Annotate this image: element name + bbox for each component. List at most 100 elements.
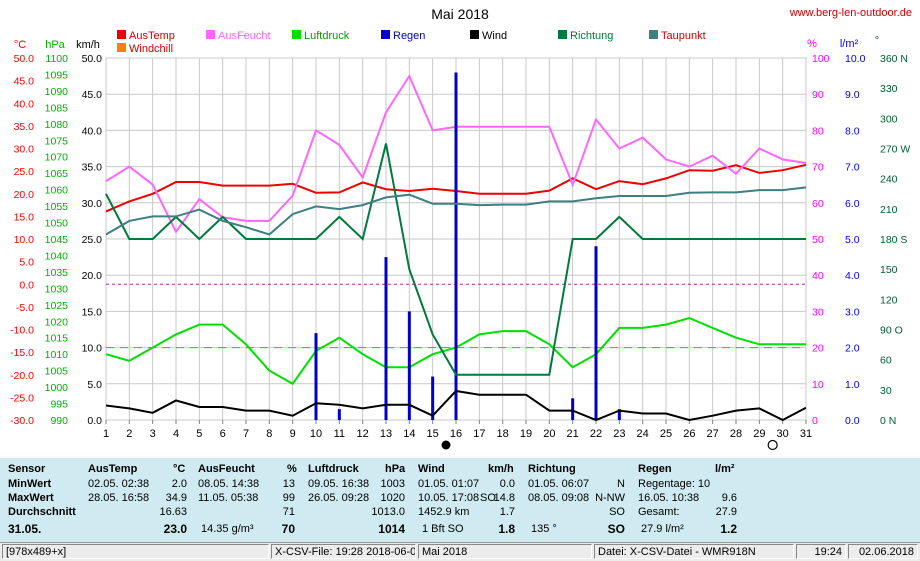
hpa-axis-tick: 1080 xyxy=(45,119,69,131)
rain-days: Regentage: 10 xyxy=(638,478,711,490)
lm2-axis-tick: 3.0 xyxy=(845,306,860,318)
deg-axis-tick: 300 xyxy=(880,113,898,125)
legend-label-richtung: Richtung xyxy=(570,30,613,42)
temp-axis-tick: -10.0 xyxy=(10,325,34,337)
min-wind-value: 0.0 xyxy=(499,478,515,490)
cur-temp-value: 23.0 xyxy=(163,522,187,536)
cur-dir-degrees: 135 ° xyxy=(531,523,557,535)
x-tick-label: 29 xyxy=(753,428,765,440)
series-layer xyxy=(105,72,807,422)
legend-swatch-taupunkt xyxy=(649,30,658,39)
hpa-axis-tick: 1065 xyxy=(45,168,69,180)
x-tick-label: 19 xyxy=(520,428,532,440)
rain-bar xyxy=(431,376,435,420)
x-tick-label: 9 xyxy=(290,428,296,440)
cur-rain-value: 1.2 xyxy=(720,522,737,536)
temp-axis-tick: 15.0 xyxy=(14,211,35,223)
row-max-label: MaxWert xyxy=(8,492,54,504)
series-taupunkt xyxy=(105,186,807,236)
legend-swatch-wind xyxy=(470,30,479,39)
hdr-wind: Wind xyxy=(418,463,445,475)
rain-bar xyxy=(384,257,388,420)
deg-axis-tick: 30 xyxy=(880,385,892,397)
max-wind-date: 10.05. 17:08 xyxy=(418,492,480,504)
axis-label-kmh: km/h xyxy=(76,39,100,51)
legend-swatch-richtung xyxy=(558,30,567,39)
temp-axis-tick: 35.0 xyxy=(14,121,35,133)
cur-dir-value: SO xyxy=(607,522,625,536)
min-temp-value: 2.0 xyxy=(171,478,187,490)
x-tick-label: 18 xyxy=(497,428,509,440)
pct-axis-tick: 30 xyxy=(812,306,824,318)
series-wind xyxy=(105,389,807,422)
row-cur-label: 31.05. xyxy=(8,522,42,536)
lm2-axis-tick: 10.0 xyxy=(845,53,866,65)
max-wind-value: 14.8 xyxy=(493,492,515,504)
kmh-axis-tick: 25.0 xyxy=(82,234,103,246)
x-tick-label: 4 xyxy=(173,428,179,440)
legend-swatch-ausfeucht xyxy=(206,30,215,39)
hpa-axis-tick: 1045 xyxy=(45,234,69,246)
pct-axis-tick: 40 xyxy=(812,270,824,282)
temp-axis-tick: -30.0 xyxy=(10,415,34,427)
kmh-axis-tick: 0.0 xyxy=(87,415,102,427)
max-hum-date: 11.05. 05:38 xyxy=(198,492,259,504)
min-hum-date: 08.05. 14:38 xyxy=(198,478,260,490)
rain-bar xyxy=(571,398,575,420)
chart-legend: AusTemp AusFeucht Luftdruck Regen Wind Richtu… xyxy=(117,30,706,55)
kmh-axis-tick: 20.0 xyxy=(82,270,103,282)
rain-bar xyxy=(337,409,341,420)
hpa-axis-tick: 1015 xyxy=(45,333,69,345)
x-tick-labels: 1 2 3 4 5 6 7 8 9 10 11 12 13 14 15 16 17 18 19 20 21 22 23 24 2… xyxy=(103,420,812,440)
legend-label-luftdruck: Luftdruck xyxy=(304,30,350,42)
wind-distance: 1452.9 km xyxy=(418,506,470,518)
rain-bar xyxy=(314,333,318,420)
hpa-axis-tick: 1050 xyxy=(45,218,69,230)
axis-label-deg: ° xyxy=(875,35,879,47)
hpa-axis-tick: 1025 xyxy=(45,300,69,312)
hdr-ausfeucht-unit: % xyxy=(287,463,297,475)
max-temp-date: 28.05. 16:58 xyxy=(88,492,150,504)
x-tick-label: 8 xyxy=(266,428,272,440)
x-tick-label: 31 xyxy=(800,428,812,440)
x-tick-label: 14 xyxy=(403,428,415,440)
legend-swatch-windchill xyxy=(117,43,126,52)
min-temp-date: 02.05. 02:38 xyxy=(88,478,150,490)
row-avg-label: Durchschnitt xyxy=(8,506,76,518)
temp-axis-tick: 25.0 xyxy=(14,166,35,178)
x-tick-label: 3 xyxy=(150,428,156,440)
kmh-axis-tick: 5.0 xyxy=(87,379,102,391)
status-month: Mai 2018 xyxy=(418,544,592,559)
axis-label-temp: °C xyxy=(14,39,26,51)
kmh-axis-tick: 40.0 xyxy=(82,125,103,137)
x-tick-label: 6 xyxy=(220,428,226,440)
hpa-axis-tick: 1100 xyxy=(45,53,68,65)
pct-axis-tick: 60 xyxy=(812,198,824,210)
x-tick-label: 15 xyxy=(427,428,439,440)
temp-axis-tick: 5.0 xyxy=(19,257,34,269)
kmh-axis-tick: 30.0 xyxy=(82,198,103,210)
min-press-date: 09.05. 16:38 xyxy=(308,478,370,490)
hpa-axis-tick: 1035 xyxy=(45,267,69,279)
x-tick-label: 12 xyxy=(357,428,369,440)
x-tick-label: 28 xyxy=(730,428,742,440)
min-wind-date: 01.05. 01:07 xyxy=(418,478,480,490)
pct-axis-tick: 70 xyxy=(812,162,824,174)
hdr-richtung: Richtung xyxy=(528,463,576,475)
x-tick-label: 30 xyxy=(777,428,789,440)
source-url: www.berg-len-outdoor.de xyxy=(789,7,912,19)
x-tick-label: 11 xyxy=(334,428,345,440)
deg-axis-tick: 60 xyxy=(880,355,892,367)
max-dir-date: 08.05. 09:08 xyxy=(528,492,590,504)
hpa-axis-tick: 1000 xyxy=(45,382,69,394)
avg-hum-value: 71 xyxy=(282,506,295,518)
deg-axis-tick: 90 O xyxy=(880,325,903,337)
pct-axis-tick: 100 xyxy=(812,53,830,65)
temp-axis-tick: 40.0 xyxy=(14,98,35,110)
max-rain-value: 9.6 xyxy=(721,492,737,504)
kmh-axis-tick: 15.0 xyxy=(82,306,103,318)
deg-axis-tick: 210 xyxy=(880,204,898,216)
hdr-regen: Regen xyxy=(638,463,672,475)
temp-axis-tick: 45.0 xyxy=(14,76,35,88)
deg-axis-tick: 360 N xyxy=(880,53,908,65)
